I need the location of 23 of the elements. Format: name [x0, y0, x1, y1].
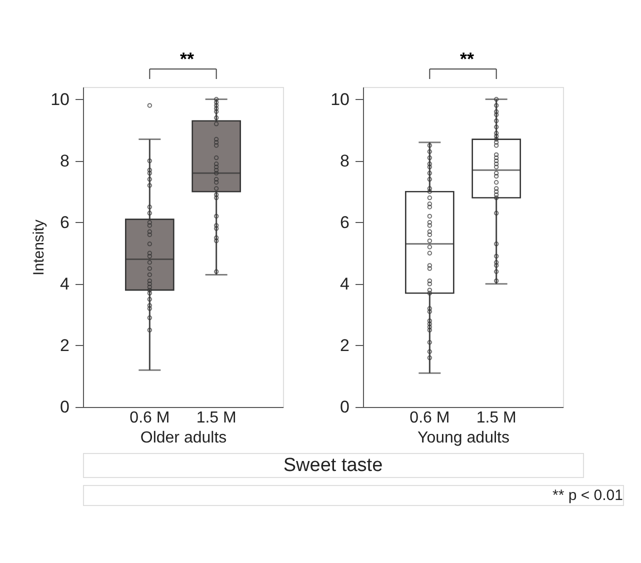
y-axis-title: Intensity — [30, 219, 48, 276]
text: ** — [180, 49, 194, 69]
y-tick-label: 10 — [330, 90, 350, 109]
y-tick-label: 8 — [60, 151, 70, 170]
y-tick-label: 2 — [60, 336, 70, 355]
y-tick-label: 4 — [340, 274, 350, 294]
y-tick-label: 0 — [340, 398, 350, 416]
y-tick-label: 6 — [340, 212, 350, 232]
x-tick-label: 0.6 M — [130, 410, 170, 426]
x-axis-title: Young adults — [418, 430, 510, 446]
y-tick-label: 0 — [60, 398, 70, 416]
y-tick-label: 4 — [60, 274, 70, 294]
y-tick-label: 2 — [340, 336, 350, 355]
x-tick-label: 1.5 M — [196, 410, 236, 426]
x-tick-label: 1.5 M — [476, 410, 516, 426]
y-tick-label: 6 — [60, 212, 70, 232]
text: Sweet taste — [283, 455, 383, 476]
text: ** p < 0.01 — [552, 487, 623, 504]
y-tick-label: 8 — [340, 151, 350, 170]
y-tick-label: 10 — [50, 90, 70, 109]
text: ** — [460, 49, 474, 69]
x-axis-title: Older adults — [140, 430, 227, 446]
x-tick-label: 0.6 M — [410, 410, 450, 426]
